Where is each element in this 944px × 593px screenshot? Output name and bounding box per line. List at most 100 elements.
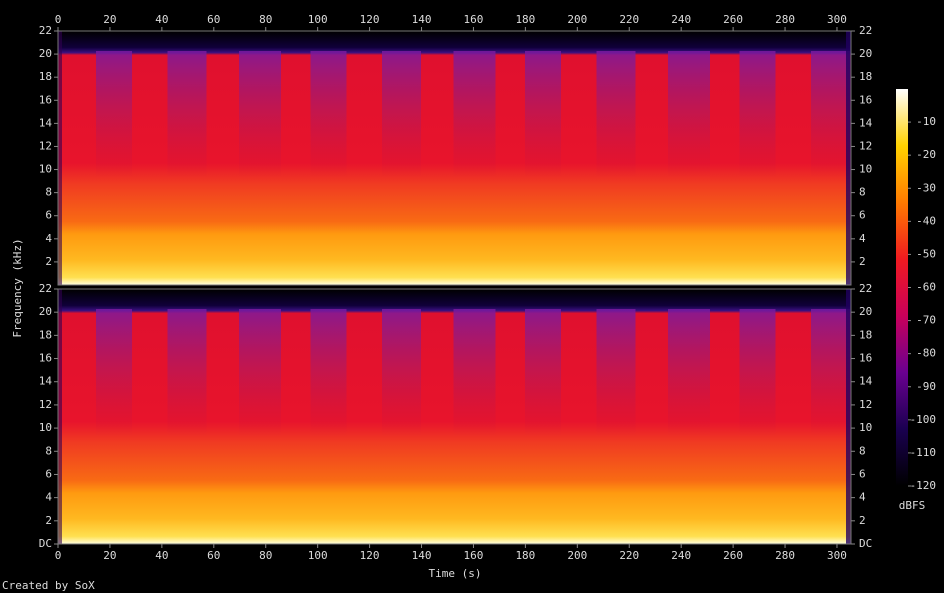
y-tick-label: 2 bbox=[859, 255, 866, 268]
y-tick-label: 10 bbox=[859, 163, 872, 176]
texture-band bbox=[382, 309, 421, 437]
y-tick-label: 12 bbox=[859, 398, 872, 411]
x-tick-label: 140 bbox=[412, 549, 432, 562]
y-tick-label: 4 bbox=[859, 232, 866, 245]
y-tick-label: 6 bbox=[45, 209, 52, 222]
texture-band bbox=[668, 51, 710, 178]
texture-band bbox=[525, 309, 561, 437]
texture-band bbox=[96, 51, 132, 178]
y-tick-label: 6 bbox=[859, 209, 866, 222]
texture-band bbox=[596, 51, 636, 178]
x-tick-label: 260 bbox=[723, 13, 743, 26]
y-tick-label: 14 bbox=[859, 116, 873, 129]
y-tick-label: 4 bbox=[859, 491, 866, 504]
y-tick-label: DC bbox=[859, 537, 872, 550]
y-tick-label: 4 bbox=[45, 232, 52, 245]
texture-band bbox=[167, 309, 207, 437]
texture-band bbox=[453, 309, 496, 437]
y-tick-label: 2 bbox=[859, 514, 866, 527]
x-tick-label: 0 bbox=[55, 13, 62, 26]
colorbar bbox=[896, 89, 908, 486]
colorbar-tick-label: -20 bbox=[916, 148, 936, 161]
x-tick-label: 120 bbox=[360, 549, 380, 562]
y-tick-label: 12 bbox=[859, 139, 872, 152]
y-tick-label: 18 bbox=[39, 328, 52, 341]
edge bbox=[846, 289, 851, 544]
x-tick-label: 0 bbox=[55, 549, 62, 562]
texture-band bbox=[382, 51, 421, 178]
y-tick-label: 8 bbox=[45, 186, 52, 199]
credit: Created by SoX bbox=[2, 579, 95, 592]
x-tick-label: 140 bbox=[412, 13, 432, 26]
plot-frame bbox=[57, 288, 852, 545]
y-tick-label: 8 bbox=[859, 186, 866, 199]
texture-band bbox=[596, 309, 636, 437]
y-tick-label: 16 bbox=[859, 352, 872, 365]
colorbar-tick-label: -60 bbox=[916, 281, 936, 294]
edge bbox=[846, 31, 851, 285]
x-tick-label: 100 bbox=[308, 549, 328, 562]
y-tick-label: 18 bbox=[859, 70, 872, 83]
x-tick-label: 20 bbox=[103, 549, 116, 562]
y-tick-label: 18 bbox=[39, 70, 52, 83]
x-tick-label: 80 bbox=[259, 13, 272, 26]
x-tick-label: 60 bbox=[207, 549, 220, 562]
x-tick-label: 260 bbox=[723, 549, 743, 562]
x-tick-label: 300 bbox=[827, 13, 847, 26]
x-tick-label: 20 bbox=[103, 13, 116, 26]
y-tick-label: 16 bbox=[859, 93, 872, 106]
y-tick-label: 14 bbox=[39, 116, 53, 129]
edge bbox=[58, 31, 62, 285]
colorbar-label: dBFS bbox=[899, 499, 926, 512]
y-tick-label: 20 bbox=[39, 305, 52, 318]
x-tick-label: 80 bbox=[259, 549, 272, 562]
y-tick-label: 2 bbox=[45, 514, 52, 527]
texture-band bbox=[239, 51, 281, 178]
x-tick-label: 280 bbox=[775, 13, 795, 26]
y-tick-label: 12 bbox=[39, 398, 52, 411]
y-tick-label: 14 bbox=[859, 375, 873, 388]
colorbar-tick-label: -100 bbox=[910, 413, 937, 426]
y-tick-label: 12 bbox=[39, 139, 52, 152]
y-tick-label: 16 bbox=[39, 93, 52, 106]
x-axis-label: Time (s) bbox=[429, 567, 482, 580]
x-tick-label: 40 bbox=[155, 549, 168, 562]
x-tick-label: 120 bbox=[360, 13, 380, 26]
colorbar-tick-label: -30 bbox=[916, 181, 936, 194]
y-tick-label: 8 bbox=[859, 444, 866, 457]
texture-band bbox=[668, 309, 710, 437]
texture-band bbox=[96, 309, 132, 437]
texture-band bbox=[239, 309, 281, 437]
y-tick-label: 20 bbox=[859, 305, 872, 318]
texture-band bbox=[167, 51, 207, 178]
plot-frame bbox=[57, 30, 852, 286]
y-tick-label: 6 bbox=[45, 467, 52, 480]
x-tick-label: 280 bbox=[775, 549, 795, 562]
y-tick-label: 22 bbox=[39, 282, 52, 295]
x-tick-label: 180 bbox=[515, 13, 535, 26]
x-tick-label: 160 bbox=[464, 549, 484, 562]
colorbar-tick-label: -80 bbox=[916, 347, 936, 360]
x-tick-label: 220 bbox=[619, 549, 639, 562]
y-tick-label: 6 bbox=[859, 467, 866, 480]
x-tick-label: 40 bbox=[155, 13, 168, 26]
x-tick-label: 60 bbox=[207, 13, 220, 26]
y-tick-label: 10 bbox=[859, 421, 872, 434]
edge bbox=[58, 289, 62, 544]
y-tick-label: 16 bbox=[39, 352, 52, 365]
x-tick-label: 200 bbox=[567, 549, 587, 562]
y-tick-label: 10 bbox=[39, 421, 52, 434]
colorbar-tick-label: -10 bbox=[916, 115, 936, 128]
y-tick-label: 2 bbox=[45, 255, 52, 268]
colorbar-tick-label: -90 bbox=[916, 380, 936, 393]
y-tick-label: 4 bbox=[45, 491, 52, 504]
texture-band bbox=[739, 51, 776, 178]
x-tick-label: 220 bbox=[619, 13, 639, 26]
y-tick-label: 18 bbox=[859, 328, 872, 341]
x-tick-label: 300 bbox=[827, 549, 847, 562]
texture-band bbox=[811, 309, 850, 437]
texture-band bbox=[811, 51, 850, 178]
colorbar-tick-label: -50 bbox=[916, 247, 936, 260]
